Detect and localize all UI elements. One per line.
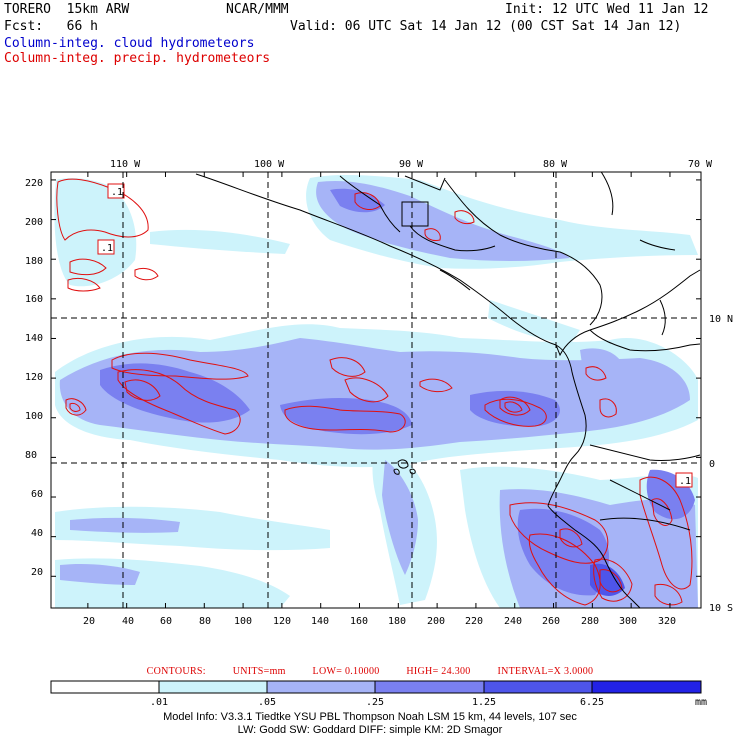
cloud-shade-light [54, 178, 137, 287]
colorbar-segment [592, 681, 701, 693]
grid-ticks [51, 172, 701, 608]
cloud-field: .1 .1 .1 [51, 172, 701, 608]
lon-label: 80 W [543, 159, 568, 170]
contours-label: CONTOURS: [146, 666, 206, 677]
contours-info: CONTOURS: UNITS=mm LOW= 0.10000 HIGH= 24… [0, 666, 740, 677]
grid-label: 20 [31, 567, 43, 578]
lon-label: 100 W [254, 159, 285, 170]
lon-label: 90 W [399, 159, 424, 170]
colorbar-segment [159, 681, 267, 693]
contour-label: .1 [101, 243, 113, 254]
colorbar-segment [267, 681, 375, 693]
grid-label: 300 [619, 616, 637, 627]
cloud-shade-dark [100, 363, 250, 423]
grid-label: 40 [31, 528, 43, 539]
colorbar-unit: mm [695, 697, 707, 708]
grid-label: 120 [273, 616, 291, 627]
bottom-grid-labels: 20 40 60 80 100 120 140 160 180 200 220 … [83, 616, 676, 627]
grid-label: 260 [542, 616, 560, 627]
cloud-shade-medium [60, 563, 140, 585]
lat-label: 10 N [709, 314, 733, 325]
cloud-shade-light [150, 229, 290, 254]
colorbar-tick-label: 6.25 [580, 697, 604, 708]
model-info-line1: Model Info: V3.3.1 Tiedtke YSU PBL Thomp… [163, 711, 577, 723]
contour-label: .1 [679, 476, 691, 487]
colorbar-segment [484, 681, 592, 693]
grid-label: 160 [25, 294, 43, 305]
field-cloud-title: Column-integ. cloud hydrometeors [4, 36, 255, 51]
cloud-shade-medium [580, 348, 625, 390]
grid-label: 160 [350, 616, 368, 627]
grid-label: 80 [199, 616, 211, 627]
colorbar-segment [375, 681, 484, 693]
grid-label: 320 [658, 616, 676, 627]
grid-label: 140 [311, 616, 329, 627]
grid-label: 100 [234, 616, 252, 627]
grid-label: 100 [25, 411, 43, 422]
init-time: Init: 12 UTC Wed 11 Jan 12 [505, 2, 709, 17]
lon-label: 110 W [110, 159, 141, 170]
cloud-shade-medium [382, 460, 418, 575]
grid-label: 180 [388, 616, 406, 627]
lon-label: 70 W [688, 159, 713, 170]
cloud-shade-light [488, 300, 580, 345]
lat-label: 10 S [709, 603, 733, 614]
grid-label: 120 [25, 372, 43, 383]
grid-label: 200 [427, 616, 445, 627]
grid-label: 60 [160, 616, 172, 627]
colorbar-tick-label: .05 [258, 697, 276, 708]
cloud-shade-dark [470, 390, 560, 427]
cloud-shade-light [55, 506, 330, 551]
cloud-shade-dark [280, 397, 412, 435]
grid-label: 220 [465, 616, 483, 627]
grid-label: 60 [31, 489, 43, 500]
contours-interval: INTERVAL=X 3.0000 [497, 666, 594, 677]
cloud-shade-medium [70, 517, 180, 533]
center-name: NCAR/MMM [226, 2, 289, 17]
colorbar-tick-label: .25 [366, 697, 384, 708]
model-name: TORERO 15km ARW [4, 2, 130, 17]
right-lat-labels: 10 N 0 10 S [709, 314, 733, 614]
grid-label: 20 [83, 616, 95, 627]
left-grid-labels: 220 200 180 160 140 120 100 80 60 40 20 [25, 178, 43, 578]
grid-label: 280 [581, 616, 599, 627]
cloud-shade-dark [517, 508, 610, 596]
coastlines [195, 172, 701, 608]
grid-label: 80 [25, 450, 37, 461]
grid-label: 40 [122, 616, 134, 627]
precip-contours [56, 178, 693, 606]
grid-label: 220 [25, 178, 43, 189]
colorbar-tick-label: 1.25 [472, 697, 496, 708]
model-info-line2: LW: Godd SW: Goddard DIFF: simple KM: 2D… [237, 724, 503, 736]
map-frame [50, 171, 702, 609]
contour-label-boxes [97, 183, 693, 488]
field-precip-title: Column-integ. precip. hydrometeors [4, 51, 271, 66]
contours-units: UNITS=mm [232, 666, 286, 677]
contours-high: HIGH= 24.300 [406, 666, 471, 677]
contours-low: LOW= 0.10000 [312, 666, 380, 677]
grid-label: 180 [25, 256, 43, 267]
cloud-shade-dark [330, 188, 385, 213]
colorbar-tick-label: .01 [150, 697, 168, 708]
colorbar-segment [51, 681, 159, 693]
grid-label: 200 [25, 217, 43, 228]
top-lon-labels: 110 W 100 W 90 W 80 W 70 W [110, 159, 713, 170]
forecast-hour: Fcst: 66 h [4, 19, 98, 34]
lat-label: 0 [709, 459, 715, 470]
colorbar [50, 680, 702, 694]
valid-time: Valid: 06 UTC Sat 14 Jan 12 (00 CST Sat … [290, 19, 682, 34]
contour-label: .1 [111, 187, 123, 198]
grid-label: 240 [504, 616, 522, 627]
colorbar-labels: .01 .05 .25 1.25 6.25 mm [150, 697, 707, 708]
lat-lon-grid [51, 172, 701, 608]
cloud-shade-dark [590, 563, 625, 596]
grid-label: 140 [25, 333, 43, 344]
